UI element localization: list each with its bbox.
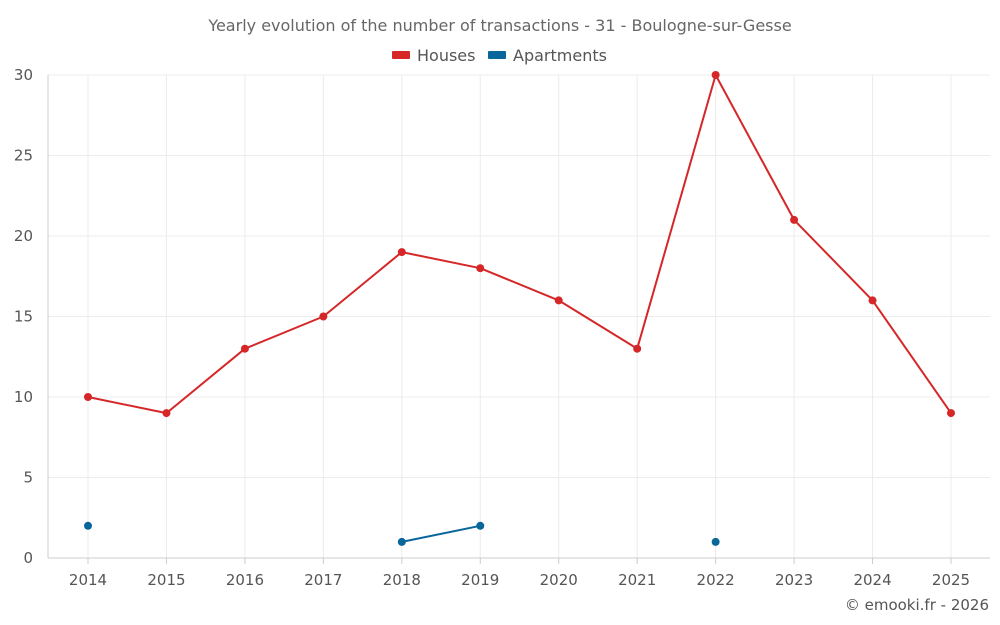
y-tick-label-10: 10 bbox=[14, 388, 33, 406]
data-point-apartments-2014[interactable] bbox=[84, 521, 92, 530]
y-tick-label-30: 30 bbox=[14, 66, 33, 84]
series-line-apartments-0 bbox=[400, 524, 482, 543]
grid bbox=[48, 74, 990, 558]
data-point-houses-2019[interactable] bbox=[476, 264, 485, 273]
x-tick-label-2024: 2024 bbox=[853, 571, 891, 589]
data-point-houses-2014[interactable] bbox=[84, 393, 92, 401]
x-tick-label-2015: 2015 bbox=[147, 571, 185, 589]
x-tick-label-2023: 2023 bbox=[775, 571, 813, 589]
data-point-houses-2018[interactable] bbox=[397, 248, 406, 257]
legend: Houses Apartments bbox=[392, 46, 607, 65]
data-point-houses-2015[interactable] bbox=[162, 409, 171, 418]
data-point-apartments-2022[interactable] bbox=[711, 537, 720, 546]
legend-swatch-apartments bbox=[488, 51, 506, 59]
legend-item-houses[interactable]: Houses bbox=[392, 46, 475, 65]
y-tick-label-5: 5 bbox=[23, 469, 33, 487]
data-point-houses-2020[interactable] bbox=[554, 296, 563, 305]
y-tick-label-25: 25 bbox=[14, 147, 33, 165]
x-tick-label-2025: 2025 bbox=[932, 571, 970, 589]
x-tick-label-2016: 2016 bbox=[226, 571, 264, 589]
y-tick-label-15: 15 bbox=[14, 308, 33, 326]
data-point-houses-2025[interactable] bbox=[947, 409, 955, 418]
data-point-houses-2017[interactable] bbox=[319, 312, 328, 321]
x-tick-label-2018: 2018 bbox=[383, 571, 421, 589]
x-tick-label-2021: 2021 bbox=[618, 571, 656, 589]
data-point-houses-2023[interactable] bbox=[790, 215, 799, 224]
data-point-apartments-2018[interactable] bbox=[397, 537, 406, 546]
data-point-houses-2024[interactable] bbox=[868, 296, 877, 305]
legend-item-apartments[interactable]: Apartments bbox=[488, 46, 607, 65]
axes bbox=[47, 75, 990, 564]
legend-label-houses: Houses bbox=[417, 46, 475, 65]
data-point-houses-2021[interactable] bbox=[633, 344, 642, 353]
series-houses bbox=[84, 71, 955, 418]
data-point-apartments-2019[interactable] bbox=[476, 521, 485, 530]
data-point-houses-2022[interactable] bbox=[711, 71, 720, 79]
series-line-houses-0 bbox=[87, 74, 952, 415]
x-tick-label-2022: 2022 bbox=[697, 571, 735, 589]
footer-credit: © emooki.fr - 2026 bbox=[845, 596, 989, 614]
series-apartments bbox=[84, 521, 720, 546]
data-point-houses-2016[interactable] bbox=[240, 344, 249, 353]
legend-label-apartments: Apartments bbox=[513, 46, 607, 65]
x-tick-label-2019: 2019 bbox=[461, 571, 499, 589]
legend-swatch-houses bbox=[392, 51, 410, 59]
x-tick-label-2017: 2017 bbox=[304, 571, 342, 589]
y-tick-label-20: 20 bbox=[14, 227, 33, 245]
chart-title: Yearly evolution of the number of transa… bbox=[207, 16, 791, 35]
y-tick-label-0: 0 bbox=[23, 549, 33, 567]
x-tick-label-2020: 2020 bbox=[540, 571, 578, 589]
series bbox=[84, 71, 955, 546]
x-tick-label-2014: 2014 bbox=[69, 571, 107, 589]
